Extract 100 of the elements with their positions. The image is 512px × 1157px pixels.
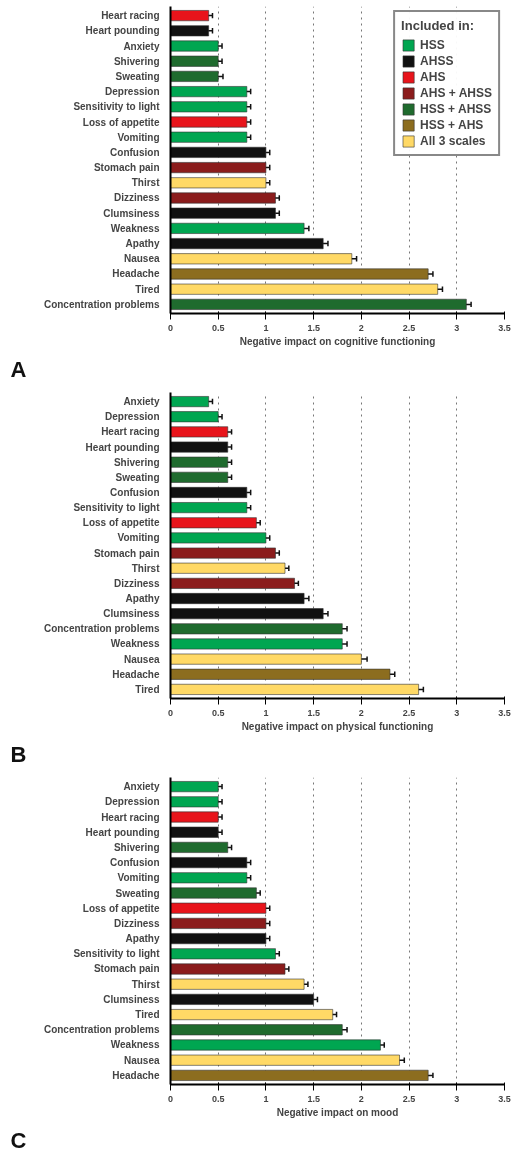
y-tick-label: Anxiety <box>123 40 160 52</box>
y-tick-label: Nausea <box>123 253 160 265</box>
y-tick-label: Anxiety <box>123 396 160 408</box>
bar <box>170 608 324 620</box>
bar <box>170 396 209 408</box>
bar <box>170 978 305 990</box>
bar <box>170 1039 381 1051</box>
bar <box>170 623 343 635</box>
bar <box>170 502 248 514</box>
bar <box>170 238 324 250</box>
legend-label: HSS + AHSS <box>420 102 492 116</box>
y-tick-label: Tired <box>135 683 160 695</box>
bar <box>170 101 248 113</box>
bar <box>170 841 229 853</box>
y-tick-label: Depression <box>105 796 160 808</box>
y-tick-label: Vomiting <box>117 131 160 143</box>
y-tick-label: Depression <box>105 86 160 98</box>
x-tick-label: 0 <box>168 707 174 718</box>
bar <box>170 471 229 483</box>
bar <box>170 283 438 295</box>
bar <box>170 963 286 975</box>
y-tick-label: Clumsiness <box>103 207 160 219</box>
y-tick-label: Sensitivity to light <box>73 502 161 514</box>
bar <box>170 487 248 498</box>
x-tick-label: 3 <box>454 322 460 333</box>
bar <box>170 653 362 665</box>
y-tick-label: Heart racing <box>101 811 160 823</box>
legend-label: AHS + AHSS <box>420 86 492 100</box>
y-tick-label: Confusion <box>110 486 160 498</box>
y-tick-label: Headache <box>112 668 160 680</box>
bar <box>170 55 219 67</box>
y-tick-label: Stomach pain <box>93 547 160 559</box>
y-tick-label: Sweating <box>115 471 160 483</box>
x-tick-label: 1.5 <box>307 707 320 718</box>
y-tick-label: Tired <box>135 1009 160 1021</box>
bar <box>170 426 229 438</box>
bar <box>170 593 305 604</box>
text: B <box>10 741 27 767</box>
y-tick-label: Confusion <box>110 146 160 158</box>
y-tick-label: Weakness <box>110 222 160 234</box>
y-tick-label: Dizziness <box>113 577 160 589</box>
x-tick-label: 1.5 <box>307 322 320 333</box>
bar <box>170 796 219 808</box>
x-tick-label: 1 <box>263 707 269 718</box>
legend-label: AHSS <box>420 54 454 68</box>
x-tick-label: 2 <box>358 707 364 718</box>
bar <box>170 298 467 310</box>
x-tick-label: 0 <box>168 1093 174 1104</box>
y-tick-label: Confusion <box>110 857 160 869</box>
x-tick-label: 2 <box>358 1093 364 1104</box>
x-tick-label: 1 <box>263 1093 269 1104</box>
bar <box>170 1054 400 1066</box>
bar <box>170 781 219 793</box>
y-tick-label: Thirst <box>131 978 161 990</box>
x-tick-label: 3 <box>454 1093 460 1104</box>
y-tick-label: Thirst <box>131 562 161 574</box>
y-tick-label: Apathy <box>125 593 160 605</box>
bar <box>170 116 248 128</box>
y-tick-label: Apathy <box>125 933 160 945</box>
bar <box>170 577 295 589</box>
y-tick-label: Vomiting <box>117 532 160 544</box>
x-tick-label: 3.5 <box>498 1093 511 1104</box>
bar <box>170 177 267 189</box>
y-tick-label: Headache <box>112 1069 160 1081</box>
bar <box>170 1069 429 1081</box>
bar <box>170 1009 334 1021</box>
bar <box>170 70 219 82</box>
bar <box>170 638 343 650</box>
bar <box>170 207 276 219</box>
legend-title: Included in: <box>401 18 476 33</box>
y-tick-label: Thirst <box>131 177 161 189</box>
bar <box>170 948 276 960</box>
y-tick-label: Anxiety <box>123 781 160 793</box>
bar <box>170 1024 343 1036</box>
y-tick-label: Heart racing <box>101 10 160 22</box>
bar <box>170 902 267 914</box>
y-tick-label: Sensitivity to light <box>73 948 161 960</box>
x-axis-title: Negative impact on mood <box>276 1106 399 1118</box>
y-tick-label: Weakness <box>110 638 160 650</box>
y-tick-label: Shivering <box>113 841 160 853</box>
y-tick-label: Heart pounding <box>85 25 160 37</box>
y-tick-label: Heart racing <box>101 426 160 438</box>
text: C <box>10 1127 27 1153</box>
y-tick-label: Heart pounding <box>85 826 160 838</box>
bar <box>170 411 219 423</box>
y-tick-label: Sweating <box>115 70 160 82</box>
x-axis-title: Negative impact on cognitive functioning <box>239 335 436 347</box>
y-tick-label: Loss of appetite <box>82 517 160 529</box>
y-tick-label: Depression <box>105 411 160 423</box>
y-tick-label: Nausea <box>123 653 160 665</box>
y-tick-label: Dizziness <box>113 192 160 204</box>
y-tick-label: Clumsiness <box>103 608 160 620</box>
bar <box>170 192 276 204</box>
x-tick-label: 1.5 <box>307 1093 320 1104</box>
y-tick-label: Shivering <box>113 55 160 67</box>
x-tick-label: 2.5 <box>402 1093 416 1104</box>
legend-label: All 3 scales <box>420 134 486 148</box>
bar <box>170 456 229 468</box>
bar <box>170 40 219 52</box>
bar <box>170 131 248 143</box>
